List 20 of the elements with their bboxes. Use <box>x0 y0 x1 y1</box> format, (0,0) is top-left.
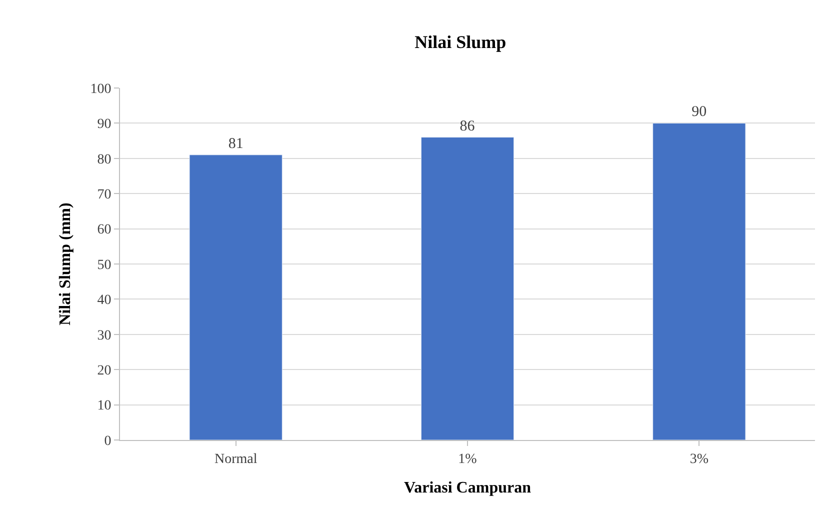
y-tick-label: 0 <box>104 434 112 449</box>
x-tick-label: Normal <box>214 452 258 467</box>
y-axis-title: Nilai Slump (mm) <box>57 202 74 326</box>
y-tick-label: 50 <box>97 258 112 273</box>
y-tick-label: 10 <box>97 398 112 414</box>
y-tick-label: 90 <box>97 117 112 132</box>
y-tick-label: 70 <box>97 188 112 202</box>
y-tick-label: 30 <box>97 328 112 344</box>
y-tick-label: 80 <box>97 152 112 168</box>
y-tick-label: 20 <box>97 364 112 378</box>
data-label: 86 <box>460 118 476 134</box>
y-tick-label: 60 <box>97 222 112 238</box>
x-tick-label: 1% <box>458 452 478 467</box>
y-tick-label: 100 <box>90 82 112 97</box>
y-tick-label: 40 <box>97 293 112 308</box>
data-label: 90 <box>692 104 707 120</box>
chart-title: Nilai Slump <box>414 32 506 52</box>
x-tick-label: 3% <box>690 452 709 467</box>
x-axis-title: Variasi Campuran <box>404 480 532 496</box>
data-label: 81 <box>228 136 244 152</box>
